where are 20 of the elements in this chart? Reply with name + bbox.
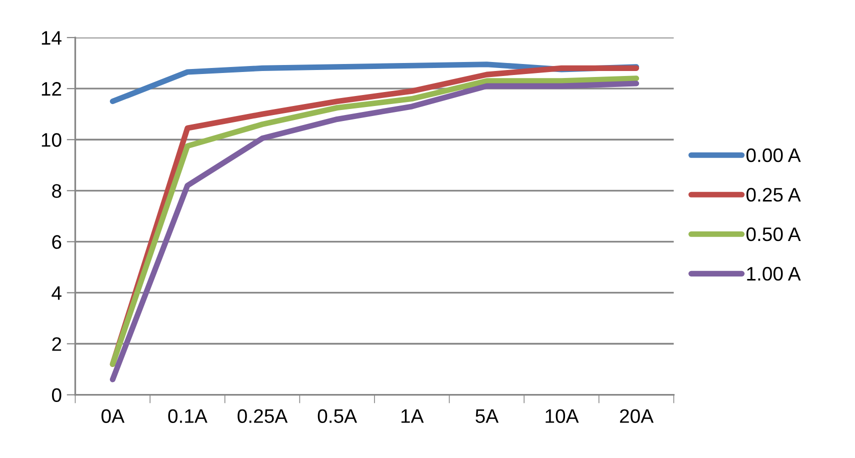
x-tick-label: 20A [620,409,654,423]
y-tick-label: 6 [52,235,62,249]
y-tick-label: 10 [42,133,62,147]
legend-label: 0.25 A [746,188,801,202]
y-tick-label: 2 [52,337,62,351]
legend-label: 1.00 A [747,266,801,281]
y-tick-label: 8 [52,184,62,198]
x-tick-label: 10A [546,409,579,423]
y-tick-label: 4 [52,286,62,300]
x-tick-label: 5A [476,409,499,423]
x-tick-label: 0A [102,409,124,423]
legend-label: 0.50 A [746,227,801,242]
x-tick-label: 1A [401,409,424,423]
y-tick-label: 0 [52,388,62,402]
y-tick-label: 14 [42,31,62,45]
x-tick-label: 0.5A [318,409,358,423]
x-tick-label: 0.25A [238,409,288,423]
y-tick-label: 12 [42,82,62,96]
x-tick-label: 0.1A [168,409,208,423]
legend-label: 0.00 A [746,148,801,162]
